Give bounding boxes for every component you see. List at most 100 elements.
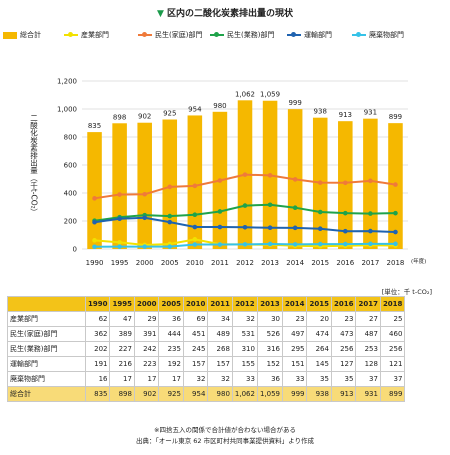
table-corner-cell <box>7 296 86 312</box>
table-cell: 27 <box>355 311 381 327</box>
series-point <box>267 241 273 247</box>
x-tick-label: 2018 <box>387 259 405 267</box>
table-cell: 389 <box>109 326 135 342</box>
table-row: 民生(業務)部門 202 227 242 235 245 268 310 316 295 264 25… <box>7 341 406 357</box>
table-year-header: 2016 <box>330 296 357 312</box>
table-year-header: 2005 <box>158 296 184 312</box>
table-cell: 32 <box>207 371 233 387</box>
series-point <box>117 244 122 249</box>
table-year-header: 2010 <box>182 296 209 312</box>
bar <box>162 119 178 249</box>
table-cell: 23 <box>281 311 308 327</box>
data-table: 1990 1995 2000 2005 2010 2011 2012 2013 2014 2015… <box>7 296 406 402</box>
table-cell: 999 <box>281 386 308 402</box>
series-point <box>343 210 348 216</box>
triangle-down-icon: ▼ <box>156 9 164 19</box>
series-point <box>267 225 273 231</box>
table-cell: 268 <box>207 341 233 357</box>
table-cell: 37 <box>379 371 406 387</box>
y-tick-label: 600 <box>64 162 77 170</box>
table-row: 運輸部門 191 216 223 192 157 157 155 152 151 145 127 128… <box>7 356 406 372</box>
table-cell: 32 <box>182 371 209 387</box>
table-cell: 1,062 <box>231 386 258 402</box>
legend-marker <box>68 32 73 37</box>
table-row: 民生(家庭)部門 362 389 391 444 451 489 531 526 497 474 47… <box>7 326 406 342</box>
legend-line-swatch <box>210 32 224 37</box>
x-tick-label: 1990 <box>86 259 104 267</box>
series-point <box>217 209 223 214</box>
table-cell: 954 <box>182 386 209 402</box>
x-tick-label: 1995 <box>111 259 129 267</box>
table-cell: 531 <box>231 326 258 342</box>
table-row-label: 総合計 <box>7 386 86 402</box>
table-cell: 938 <box>306 386 332 402</box>
table-cell: 17 <box>133 371 160 387</box>
table-cell: 487 <box>355 326 381 342</box>
table-year-header: 1990 <box>84 296 111 312</box>
table-cell: 69 <box>182 311 209 327</box>
table-cell: 155 <box>231 356 258 372</box>
series-point <box>267 173 273 178</box>
table-cell: 473 <box>330 326 357 342</box>
table-cell: 256 <box>379 341 406 357</box>
x-tick-label: 2015 <box>311 259 329 267</box>
table-cell: 30 <box>256 311 284 327</box>
legend-marker <box>356 32 361 37</box>
bar-value-label: 980 <box>213 102 226 110</box>
x-tick-label: 2017 <box>361 259 379 267</box>
series-point <box>92 238 97 243</box>
unit-label: [単位：千 t-CO₂] <box>381 288 432 296</box>
table-row: 総合計 835 898 902 925 954 980 1,062 1,059 999 938 913… <box>7 386 406 402</box>
table-cell: 17 <box>109 371 135 387</box>
legend-label: 廃棄物部門 <box>369 31 404 39</box>
series-point <box>292 205 298 210</box>
y-tick-label: 1,200 <box>57 78 77 86</box>
series-point <box>242 242 248 247</box>
table-cell: 202 <box>84 341 111 357</box>
table-cell: 253 <box>355 341 381 357</box>
table-cell: 256 <box>330 341 357 357</box>
series-point <box>292 177 298 182</box>
series-point <box>393 241 398 247</box>
table-cell: 16 <box>84 371 111 387</box>
table-cell: 497 <box>281 326 308 342</box>
bar-value-label: 1,059 <box>260 91 280 99</box>
note-rounding: ※四捨五入の関係で合計値が合わない場合がある <box>154 426 296 434</box>
legend-marker <box>214 32 219 37</box>
y-tick-label: 400 <box>64 190 77 198</box>
table-cell: 362 <box>84 326 111 342</box>
table-cell: 913 <box>330 386 357 402</box>
legend-item: 運輸部門 <box>287 30 332 40</box>
table-cell: 157 <box>182 356 209 372</box>
series-point <box>217 178 223 183</box>
table-cell: 931 <box>355 386 381 402</box>
legend-label: 民生(家庭)部門 <box>155 31 203 39</box>
series-point <box>117 192 122 197</box>
table-cell: 35 <box>306 371 332 387</box>
series-point <box>117 240 122 245</box>
bar <box>338 121 353 249</box>
series-point <box>142 244 147 249</box>
y-tick-label: 800 <box>64 134 77 142</box>
x-tick-label: 2010 <box>186 259 204 267</box>
table-year-header: 2013 <box>256 296 284 312</box>
table-cell: 47 <box>109 311 135 327</box>
table-row-label: 民生(家庭)部門 <box>7 326 86 342</box>
legend-line-swatch <box>64 32 78 37</box>
table-cell: 310 <box>231 341 258 357</box>
table-cell: 191 <box>84 356 111 372</box>
series-point <box>393 182 398 187</box>
series-point <box>192 242 198 247</box>
series-point <box>368 211 373 216</box>
table-cell: 474 <box>306 326 332 342</box>
table-cell: 242 <box>133 341 160 357</box>
table-cell: 223 <box>133 356 160 372</box>
legend-item: 総合計 <box>3 30 41 40</box>
table-year-header: 2015 <box>306 296 332 312</box>
table-cell: 925 <box>158 386 184 402</box>
series-point <box>192 183 198 189</box>
x-tick-label: 2005 <box>161 259 179 267</box>
series-point <box>217 224 223 230</box>
table-row-label: 産業部門 <box>7 311 86 327</box>
series-point <box>167 184 173 190</box>
